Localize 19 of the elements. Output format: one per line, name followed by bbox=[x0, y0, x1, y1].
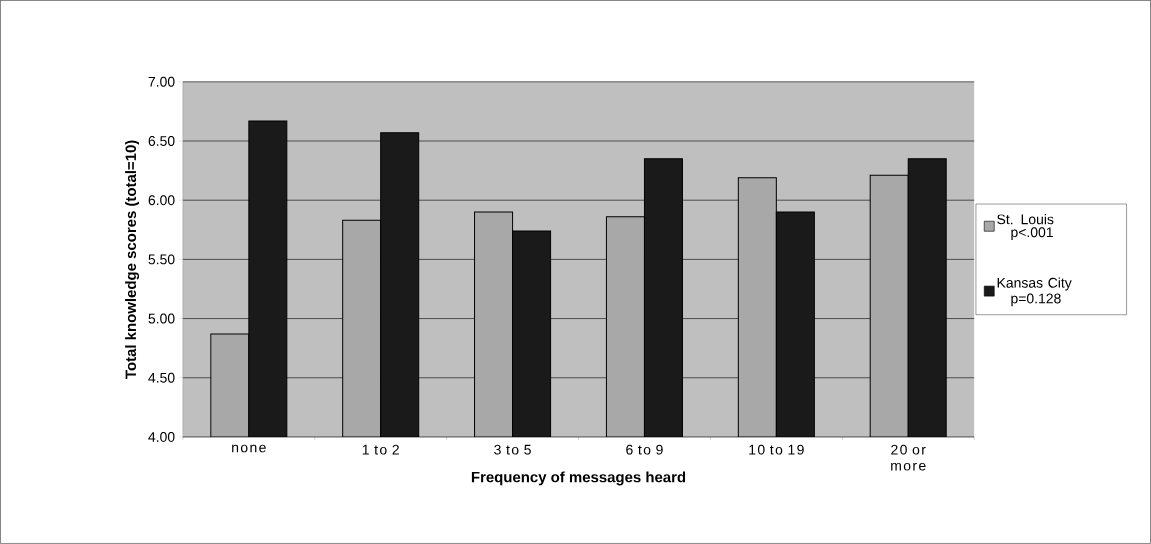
x-axis-title: Frequency of messages heard bbox=[471, 471, 686, 486]
legend-label: Kansas City bbox=[997, 277, 1072, 291]
text: p<.001 bbox=[1011, 227, 1053, 241]
y-tick-label: 4.00 bbox=[148, 432, 175, 442]
y-tick-label: 6.00 bbox=[148, 195, 175, 206]
y-tick-label: 5.00 bbox=[148, 313, 175, 324]
y-axis-title: Total knowledge scores (total=10) bbox=[125, 140, 140, 380]
text: p=0.128 bbox=[1011, 293, 1061, 307]
x-tick-label: 20 or more bbox=[891, 444, 926, 471]
y-tick-label: 7.00 bbox=[148, 76, 175, 87]
x-tick-label: 6 to 9 bbox=[626, 444, 663, 455]
y-tick-label: 4.50 bbox=[148, 372, 175, 383]
y-tick-label: 6.50 bbox=[148, 136, 175, 147]
legend-label: St. Louis bbox=[997, 214, 1054, 225]
x-tick-label: 10 to 19 bbox=[749, 444, 804, 455]
x-tick-label: 3 to 5 bbox=[494, 444, 531, 455]
x-tick-label: none bbox=[232, 444, 266, 453]
x-tick-label: 1 to 2 bbox=[362, 444, 399, 455]
y-tick-label: 5.50 bbox=[148, 254, 175, 265]
